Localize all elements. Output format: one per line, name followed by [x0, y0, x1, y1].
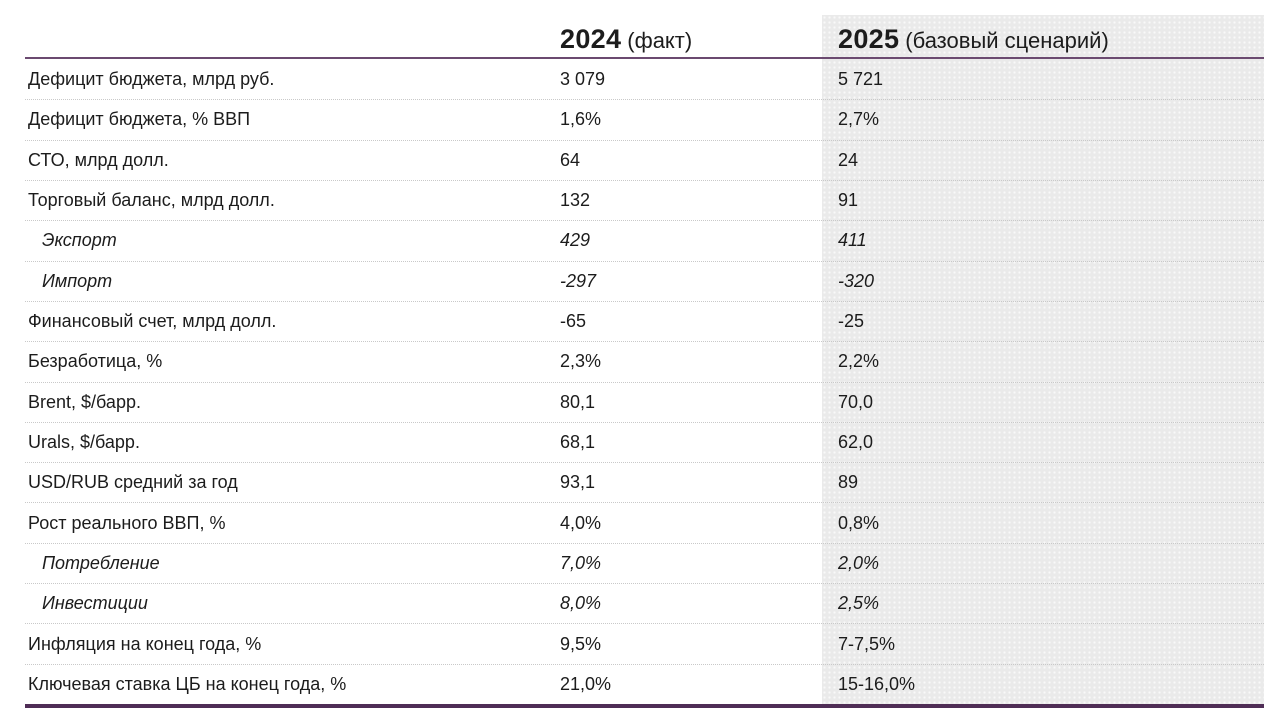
table-row: СТО, млрд долл. 64 24 — [25, 139, 1264, 180]
row-label: Торговый баланс, млрд долл. — [28, 190, 275, 211]
row-label: Ключевая ставка ЦБ на конец года, % — [28, 673, 347, 694]
column-header-2024: 2024 (факт) — [550, 24, 822, 57]
row-label: Безработица, % — [28, 351, 163, 372]
value-2025: 2,2% — [838, 351, 880, 372]
table-body: Дефицит бюджета, млрд руб. 3 079 5 721 Д… — [25, 59, 1264, 704]
table-row: Инфляция на конец года, % 9,5% 7-7,5% — [25, 623, 1264, 663]
value-2025: 2,0% — [838, 552, 880, 573]
value-2024: 8,0% — [560, 593, 602, 614]
value-2024: 9,5% — [560, 633, 602, 654]
value-2025: 15-16,0% — [838, 673, 916, 694]
year-2024-label: 2024 — [560, 24, 622, 54]
table-row: Инвестиции 8,0% 2,5% — [25, 583, 1264, 623]
year-2025-label: 2025 — [838, 24, 900, 54]
value-2024: -65 — [560, 311, 587, 332]
value-2025: 5 721 — [838, 68, 884, 89]
row-label: СТО, млрд долл. — [28, 149, 169, 170]
value-2025: 62,0 — [838, 431, 874, 452]
value-2024: 21,0% — [560, 673, 612, 694]
table-row: Дефицит бюджета, % ВВП 1,6% 2,7% — [25, 99, 1264, 139]
table-row: Brent, $/барр. 80,1 70,0 — [25, 381, 1264, 422]
scenario-column-background — [822, 15, 1264, 704]
value-2025: 70,0 — [838, 391, 874, 412]
value-2025: 0,8% — [838, 512, 880, 533]
header-spacer — [25, 55, 550, 57]
value-2024: 4,0% — [560, 512, 602, 533]
table-row: Рост реального ВВП, % 4,0% 0,8% — [25, 502, 1264, 542]
macro-forecast-table: 2024 (факт) 2025 (базовый сценарий) Дефици… — [25, 15, 1264, 708]
table-row: Импорт -297 -320 — [25, 260, 1264, 301]
table-header-row: 2024 (факт) 2025 (базовый сценарий) — [25, 15, 1264, 59]
year-2025-note: (базовый сценарий) — [905, 28, 1109, 53]
row-label: Urals, $/барр. — [28, 431, 140, 452]
table-row: Безработица, % 2,3% 2,2% — [25, 341, 1264, 381]
value-2024: 80,1 — [560, 391, 596, 412]
row-label: Инфляция на конец года, % — [28, 633, 262, 654]
value-2024: 429 — [560, 230, 591, 251]
row-label: Дефицит бюджета, % ВВП — [28, 109, 251, 130]
year-2024-note: (факт) — [627, 28, 693, 53]
row-label: Дефицит бюджета, млрд руб. — [28, 68, 275, 89]
value-2024: 7,0% — [560, 552, 602, 573]
bottom-accent-bar — [25, 704, 1264, 708]
row-label: USD/RUB средний за год — [28, 472, 238, 493]
value-2024: 64 — [560, 149, 581, 170]
table-row: Финансовый счет, млрд долл. -65 -25 — [25, 300, 1264, 341]
value-2025: -25 — [838, 311, 865, 332]
table-row: Потребление 7,0% 2,0% — [25, 542, 1264, 583]
value-2024: 68,1 — [560, 431, 596, 452]
value-2024: 2,3% — [560, 351, 602, 372]
table-row: Ключевая ставка ЦБ на конец года, % 21,0… — [25, 663, 1264, 704]
table-row: Urals, $/барр. 68,1 62,0 — [25, 421, 1264, 462]
value-2025: 7-7,5% — [838, 633, 896, 654]
value-2025: 411 — [838, 230, 867, 251]
value-2024: -297 — [560, 270, 597, 291]
value-2025: -320 — [838, 270, 875, 291]
row-label: Финансовый счет, млрд долл. — [28, 311, 277, 332]
row-label: Brent, $/барр. — [28, 391, 141, 412]
row-label: Инвестиции — [42, 593, 148, 614]
value-2025: 89 — [838, 472, 859, 493]
table-row: Дефицит бюджета, млрд руб. 3 079 5 721 — [25, 59, 1264, 99]
row-label: Рост реального ВВП, % — [28, 512, 226, 533]
row-label: Импорт — [42, 270, 113, 291]
value-2024: 1,6% — [560, 109, 602, 130]
value-2025: 24 — [838, 149, 859, 170]
column-header-2025: 2025 (базовый сценарий) — [822, 24, 1264, 57]
table-row: Экспорт 429 411 — [25, 220, 1264, 260]
value-2024: 3 079 — [560, 68, 606, 89]
value-2025: 2,7% — [838, 109, 880, 130]
row-label: Экспорт — [42, 230, 117, 251]
row-label: Потребление — [42, 552, 160, 573]
value-2025: 91 — [838, 190, 859, 211]
value-2024: 93,1 — [560, 472, 596, 493]
table-row: USD/RUB средний за год 93,1 89 — [25, 462, 1264, 502]
table-row: Торговый баланс, млрд долл. 132 91 — [25, 179, 1264, 220]
value-2024: 132 — [560, 190, 591, 211]
value-2025: 2,5% — [838, 593, 880, 614]
